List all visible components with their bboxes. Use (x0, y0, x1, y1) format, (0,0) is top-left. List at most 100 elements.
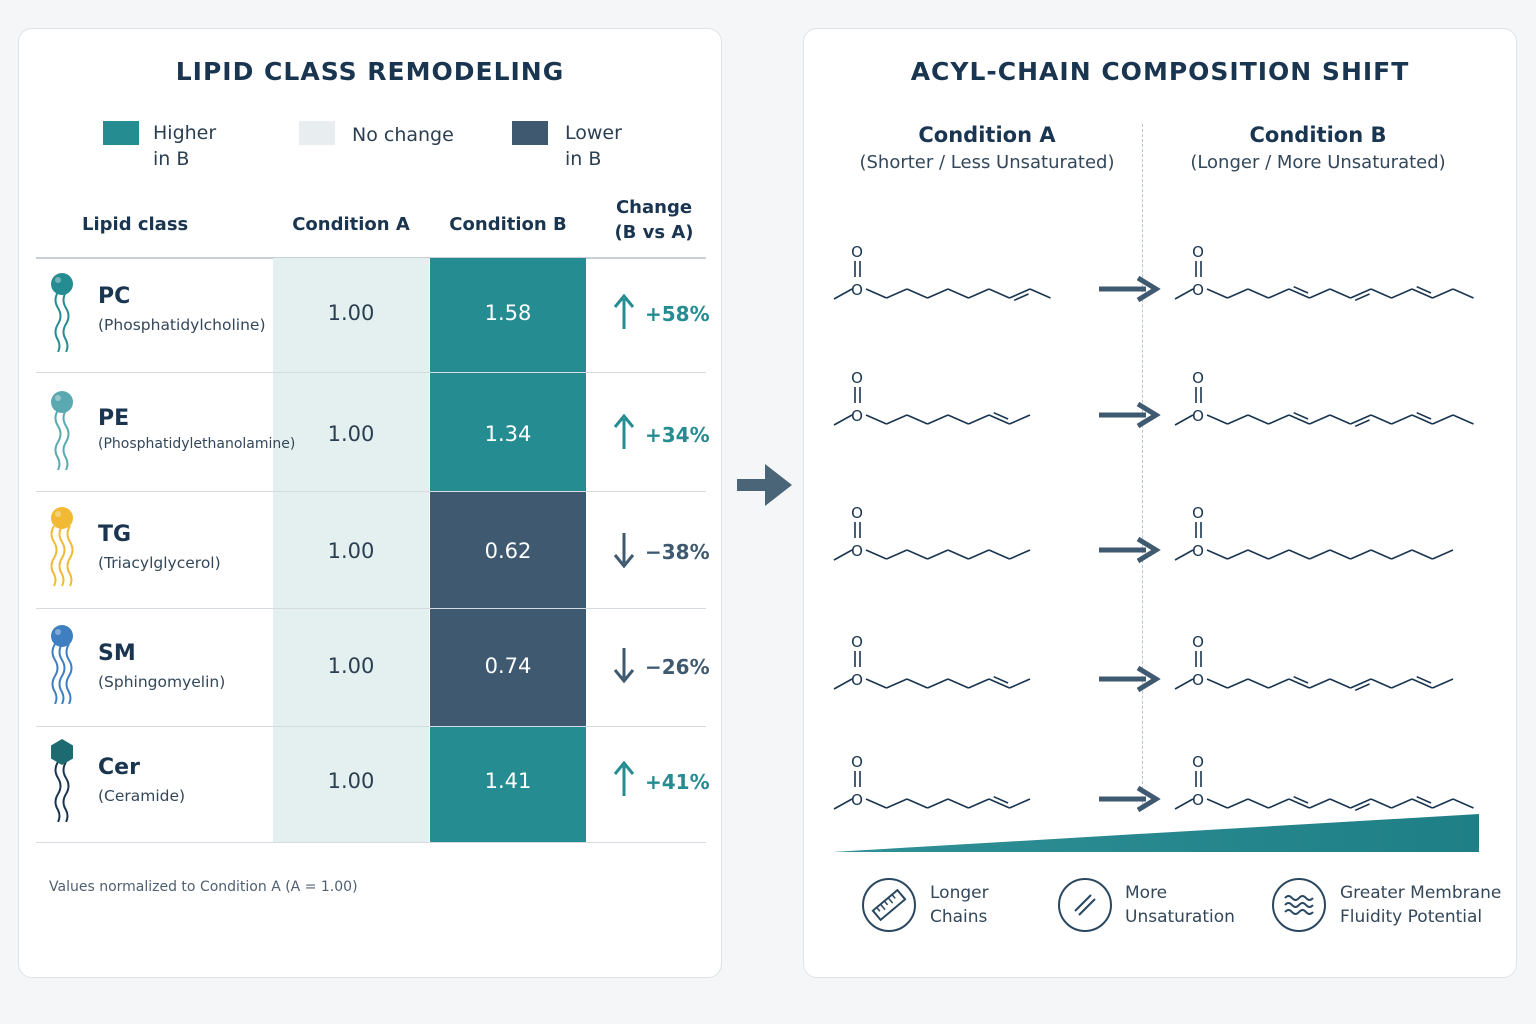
chain-bond (968, 798, 990, 809)
chain-bond (865, 288, 887, 299)
condition-b-acyl-chain: OO (1174, 633, 1454, 692)
chain-bond (1432, 549, 1454, 560)
carbonyl-oxygen-label: O (1192, 243, 1204, 261)
condition-a-acyl-chain: OO (833, 504, 1031, 561)
chain-bond (1227, 288, 1249, 299)
chain-bond (1009, 288, 1031, 299)
chain-bond (1029, 288, 1051, 299)
chain-bond (1288, 288, 1310, 299)
chain-bond (1288, 549, 1310, 560)
row-change-pe: +34% (645, 423, 710, 447)
sm-lipid-icon (51, 625, 73, 704)
chain-bond (1370, 678, 1392, 689)
row-abbr-pe: PE (98, 406, 130, 431)
row-value-a-cer: 1.00 (327, 769, 375, 793)
carbonyl-oxygen-label: O (1192, 753, 1204, 771)
chain-bond (1370, 798, 1392, 809)
chain-bond (906, 288, 928, 299)
chain-bond (1288, 414, 1310, 425)
condition-b-cell-tg (430, 491, 586, 608)
chain-bond (947, 678, 969, 689)
chain-bond (1247, 288, 1269, 299)
chain-bond (1411, 414, 1433, 425)
legend-swatch-higher (103, 121, 139, 145)
chain-bond (886, 678, 908, 689)
ester-bond (833, 414, 853, 426)
row-fullname-pc: (Phosphatidylcholine) (98, 316, 266, 334)
ruler-icon (862, 878, 916, 932)
row-abbr-cer: Cer (98, 755, 140, 780)
ester-oxygen-label: O (1192, 407, 1204, 425)
double-bond-icon (1058, 878, 1112, 932)
double-bond (1416, 795, 1432, 804)
chain-bond (1391, 549, 1413, 560)
chain-bond (968, 549, 990, 560)
arrow-right-icon (1099, 401, 1161, 429)
ester-bond (833, 678, 853, 690)
chain-bond (865, 678, 887, 689)
row-change-cer: +41% (645, 770, 710, 794)
condition-b-title: Condition B (1249, 123, 1387, 147)
carbonyl-oxygen-label: O (1192, 633, 1204, 651)
feature-more-unsaturation: More Unsaturation (1125, 883, 1235, 927)
chain-bond (906, 549, 928, 560)
acyl-chain-title: ACYL-CHAIN COMPOSITION SHIFT (910, 57, 1410, 86)
chain-bond (988, 678, 1010, 689)
ester-oxygen-label: O (851, 791, 863, 809)
condition-divider (1142, 124, 1143, 809)
chain-bond (1350, 288, 1372, 299)
pe-lipid-icon (51, 391, 73, 470)
ester-oxygen-label: O (1192, 281, 1204, 299)
chain-bond (886, 798, 908, 809)
feature-membrane-fluidity: Greater Membrane Fluidity Potential (1340, 883, 1502, 927)
condition-b-subtitle: (Longer / More Unsaturated) (1190, 152, 1446, 173)
double-bond (1293, 675, 1309, 684)
feature-longer-chains: Longer Chains (930, 883, 989, 927)
chain-bond (1206, 288, 1228, 299)
chain-bond (1227, 798, 1249, 809)
chain-bond (968, 288, 990, 299)
ester-oxygen-label: O (851, 407, 863, 425)
row-divider (36, 372, 706, 373)
row-abbr-pc: PC (98, 284, 131, 309)
table-bottom-rule (36, 842, 706, 843)
ester-bond (1174, 549, 1194, 561)
double-bond (1416, 285, 1432, 294)
condition-a-title: Condition A (918, 123, 1056, 147)
arrow-up-icon (613, 293, 635, 329)
chain-bond (1309, 678, 1331, 689)
chain-bond (1452, 288, 1474, 299)
chain-bond (1329, 678, 1351, 689)
double-bond (1293, 285, 1309, 294)
chain-bond (1247, 798, 1269, 809)
tg-lipid-icon (50, 507, 74, 587)
chain-bond (886, 414, 908, 425)
ester-bond (833, 288, 853, 300)
chain-bond (947, 288, 969, 299)
row-value-b-tg: 0.62 (484, 539, 532, 563)
chain-bond (1350, 549, 1372, 560)
chain-bond (1370, 549, 1392, 560)
chain-bond (1411, 678, 1433, 689)
chain-bond (1206, 549, 1228, 560)
row-fullname-pe: (Phosphatidylethanolamine) (98, 436, 296, 452)
header-condition-a: Condition A (292, 214, 410, 235)
row-value-b-cer: 1.41 (484, 769, 532, 793)
ester-bond (833, 798, 853, 810)
condition-a-acyl-chain: OO (833, 243, 1051, 302)
condition-b-acyl-chain: OO (1174, 243, 1474, 302)
chain-bond (1227, 678, 1249, 689)
chain-bond (1206, 798, 1228, 809)
row-divider (36, 491, 706, 492)
double-bond (1013, 293, 1029, 302)
lipid-class-title: LIPID CLASS REMODELING (175, 57, 565, 86)
arrow-right-icon (1099, 785, 1161, 813)
chain-bond (865, 549, 887, 560)
chain-bond (1391, 288, 1413, 299)
chain-bond (1206, 414, 1228, 425)
chain-bond (1391, 678, 1413, 689)
condition-b-cell-pc (430, 258, 586, 372)
double-bond (1416, 411, 1432, 420)
chain-bond (1227, 549, 1249, 560)
chain-bond (1288, 678, 1310, 689)
